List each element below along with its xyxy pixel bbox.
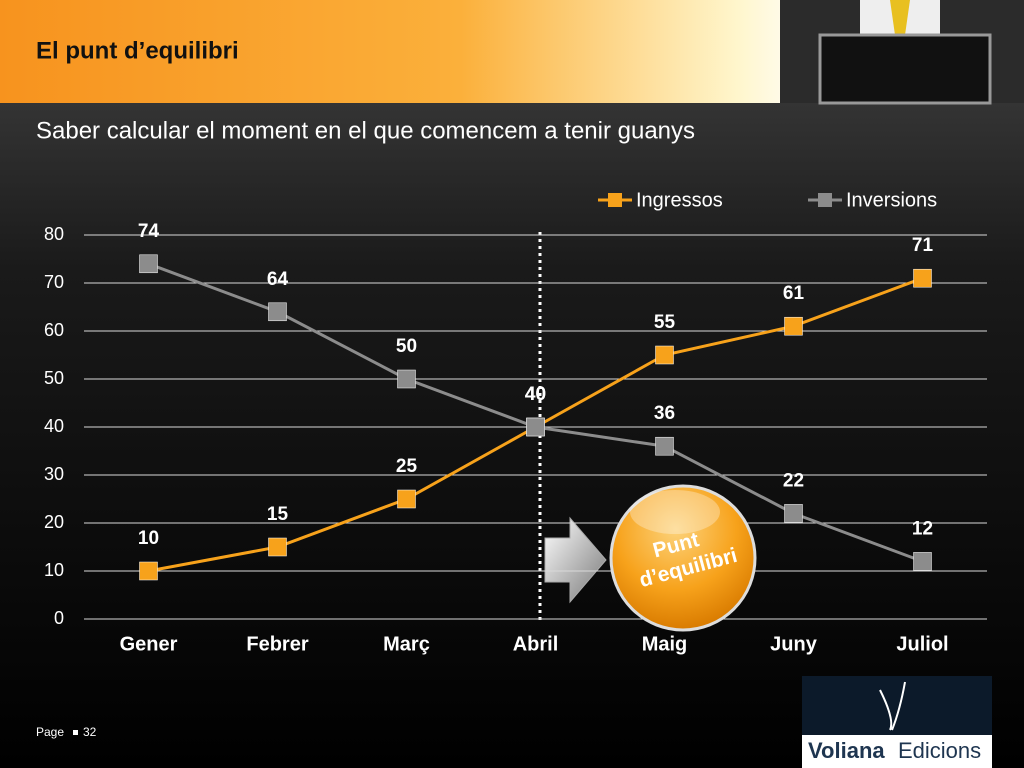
bullet <box>73 730 78 735</box>
logo-name: Voliana <box>808 738 885 763</box>
y-tick-label: 60 <box>44 320 64 340</box>
header-photo <box>780 0 1024 105</box>
data-label: 61 <box>783 283 805 304</box>
data-label: 64 <box>267 269 289 290</box>
x-tick-label: Febrer <box>246 633 308 655</box>
y-tick-label: 20 <box>44 512 64 532</box>
data-label: 15 <box>267 504 289 525</box>
slide-title: El punt d’equilibri <box>36 37 239 64</box>
y-tick-label: 40 <box>44 416 64 436</box>
y-tick-label: 10 <box>44 560 64 580</box>
point-marker <box>655 436 674 456</box>
page-label: Page <box>36 725 64 739</box>
data-label: 74 <box>138 221 160 242</box>
point-marker <box>268 537 287 557</box>
arrow <box>544 516 607 604</box>
point-marker <box>913 552 932 571</box>
point-marker <box>139 254 158 274</box>
logo: Voliana Edicions <box>802 676 992 768</box>
data-label: 71 <box>912 235 934 256</box>
point-marker <box>655 345 674 365</box>
point-marker <box>784 504 803 523</box>
point-marker <box>397 369 416 389</box>
legend-marker <box>818 193 832 207</box>
point-marker <box>268 302 287 322</box>
x-tick-label: Juny <box>770 633 818 655</box>
page-number: 32 <box>83 725 97 739</box>
legend-label: Inversions <box>846 189 937 211</box>
y-tick-label: 80 <box>44 224 64 244</box>
logo-suffix: Edicions <box>898 738 981 763</box>
y-tick-label: 0 <box>54 608 64 628</box>
data-label: 40 <box>525 384 546 405</box>
annotation-ball: Punt d’equilibri <box>609 484 757 632</box>
data-label: 40 <box>525 384 546 405</box>
y-tick-label: 30 <box>44 464 64 484</box>
data-label: 50 <box>396 336 417 357</box>
point-marker <box>913 268 932 288</box>
y-tick-label: 50 <box>44 368 64 388</box>
data-label: 22 <box>783 470 804 491</box>
data-label: 36 <box>654 403 675 424</box>
y-tick-label: 70 <box>44 272 64 292</box>
x-tick-label: Juliol <box>896 633 948 655</box>
x-tick-label: Març <box>383 633 430 655</box>
point-marker <box>784 316 803 336</box>
x-tick-label: Gener <box>120 633 178 655</box>
point-marker <box>397 489 416 509</box>
data-label: 10 <box>138 528 159 549</box>
slide-subtitle: Saber calcular el moment en el que comen… <box>36 117 695 144</box>
data-label: 55 <box>654 312 676 333</box>
data-label: 12 <box>912 518 933 539</box>
legend-marker <box>608 193 622 207</box>
x-tick-label: Abril <box>513 633 559 655</box>
chart: 0 10 20 30 40 50 60 70 80 Gener Febrer Març Abril Mai… <box>44 189 987 655</box>
point-marker <box>139 561 158 581</box>
data-label: 25 <box>396 456 418 477</box>
point-marker <box>526 417 545 437</box>
x-tick-label: Maig <box>642 633 688 655</box>
legend-label: Ingressos <box>636 189 723 211</box>
